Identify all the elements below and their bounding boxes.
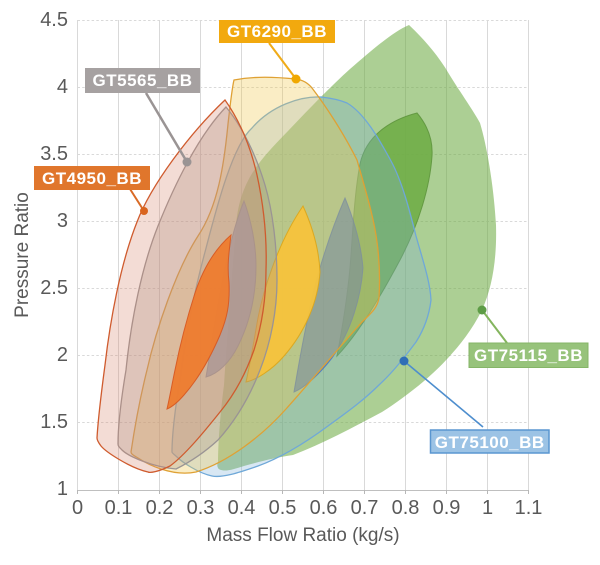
svg-text:GT75100_BB: GT75100_BB <box>435 433 545 452</box>
svg-text:1.1: 1.1 <box>515 497 543 519</box>
svg-text:0.6: 0.6 <box>310 497 338 519</box>
svg-text:0.5: 0.5 <box>269 497 297 519</box>
svg-text:1: 1 <box>482 497 493 519</box>
svg-text:0.8: 0.8 <box>392 497 420 519</box>
svg-text:0.7: 0.7 <box>351 497 379 519</box>
svg-text:2.5: 2.5 <box>40 277 68 299</box>
svg-text:GT6290_BB: GT6290_BB <box>227 22 327 41</box>
svg-text:0.1: 0.1 <box>105 497 133 519</box>
svg-text:3: 3 <box>57 210 68 232</box>
svg-text:0: 0 <box>72 497 83 519</box>
svg-text:Pressure Ratio: Pressure Ratio <box>12 192 33 318</box>
svg-text:0.4: 0.4 <box>228 497 256 519</box>
svg-text:GT75115_BB: GT75115_BB <box>474 346 583 365</box>
svg-text:2: 2 <box>57 344 68 366</box>
svg-text:GT5565_BB: GT5565_BB <box>93 71 193 90</box>
svg-text:GT4950_BB: GT4950_BB <box>42 169 142 188</box>
svg-text:1.5: 1.5 <box>40 411 68 433</box>
svg-text:3.5: 3.5 <box>40 143 68 165</box>
svg-text:0.3: 0.3 <box>187 497 215 519</box>
svg-text:1: 1 <box>57 478 68 500</box>
svg-text:0.9: 0.9 <box>433 497 461 519</box>
svg-text:0.2: 0.2 <box>146 497 174 519</box>
svg-text:4: 4 <box>57 76 68 98</box>
svg-text:4.5: 4.5 <box>40 9 68 31</box>
svg-text:Mass Flow Ratio (kg/s): Mass Flow Ratio (kg/s) <box>206 525 399 546</box>
